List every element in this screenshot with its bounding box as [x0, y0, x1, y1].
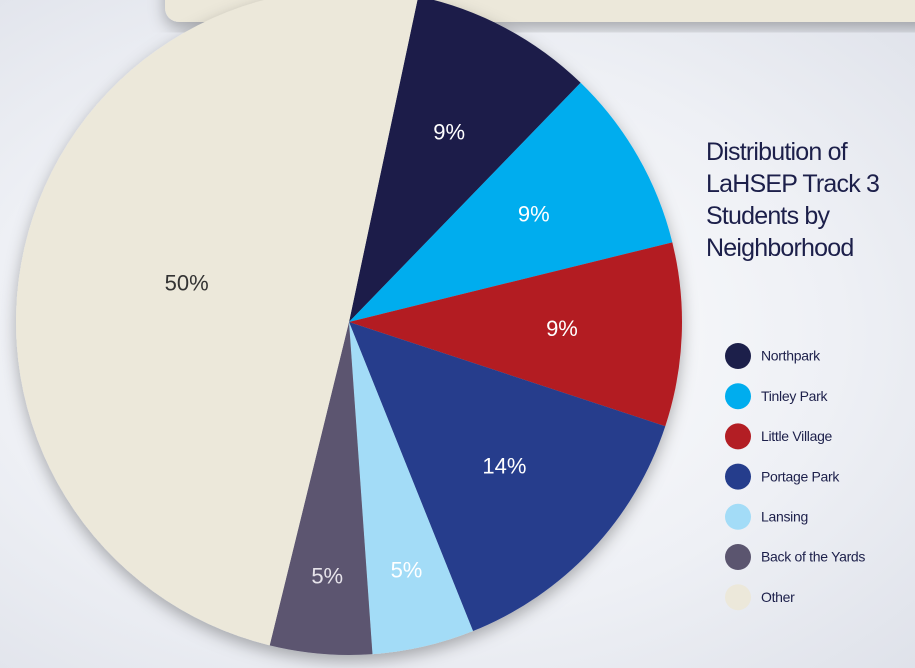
legend-swatch [725, 503, 751, 530]
pie-slice [349, 82, 673, 322]
legend-swatch [725, 584, 751, 611]
legend-swatch [725, 463, 751, 490]
value-label: 5% [311, 563, 343, 588]
chart-title: Distribution of LaHSEP Track 3 Students … [706, 138, 880, 262]
legend-label: Back of the Yards [761, 549, 865, 565]
pie-slice [349, 0, 581, 322]
legend-swatch [725, 544, 751, 570]
pie-slice [349, 242, 682, 427]
value-label: 50% [165, 271, 209, 296]
pie-slice [269, 322, 373, 655]
pie-slice [349, 322, 473, 655]
legend-label: Tinley Park [761, 388, 829, 404]
legend-swatch [725, 423, 751, 450]
value-label: 9% [546, 316, 578, 341]
legend-label: Northpark [761, 348, 821, 364]
legend-label: Lansing [761, 509, 808, 525]
legend-label: Little Village [761, 428, 833, 444]
legend-label: Portage Park [761, 468, 840, 484]
pie-slice [16, 0, 418, 646]
legend-label: Other [761, 589, 795, 605]
pie [16, 0, 682, 655]
value-label: 9% [518, 202, 550, 227]
value-label: 9% [433, 120, 465, 145]
pie-slice [349, 322, 666, 632]
legend-swatch [725, 343, 751, 369]
value-label: 5% [391, 558, 423, 583]
value-label: 14% [482, 454, 526, 479]
legend-swatch [725, 383, 751, 410]
